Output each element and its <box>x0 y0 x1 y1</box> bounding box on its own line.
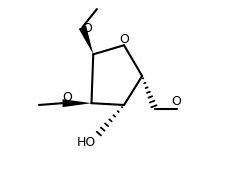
Text: O: O <box>171 95 181 108</box>
Text: HO: HO <box>76 136 95 150</box>
Text: O: O <box>119 33 128 46</box>
Text: O: O <box>62 91 72 104</box>
Polygon shape <box>62 99 91 107</box>
Polygon shape <box>78 26 93 54</box>
Text: O: O <box>82 22 91 35</box>
